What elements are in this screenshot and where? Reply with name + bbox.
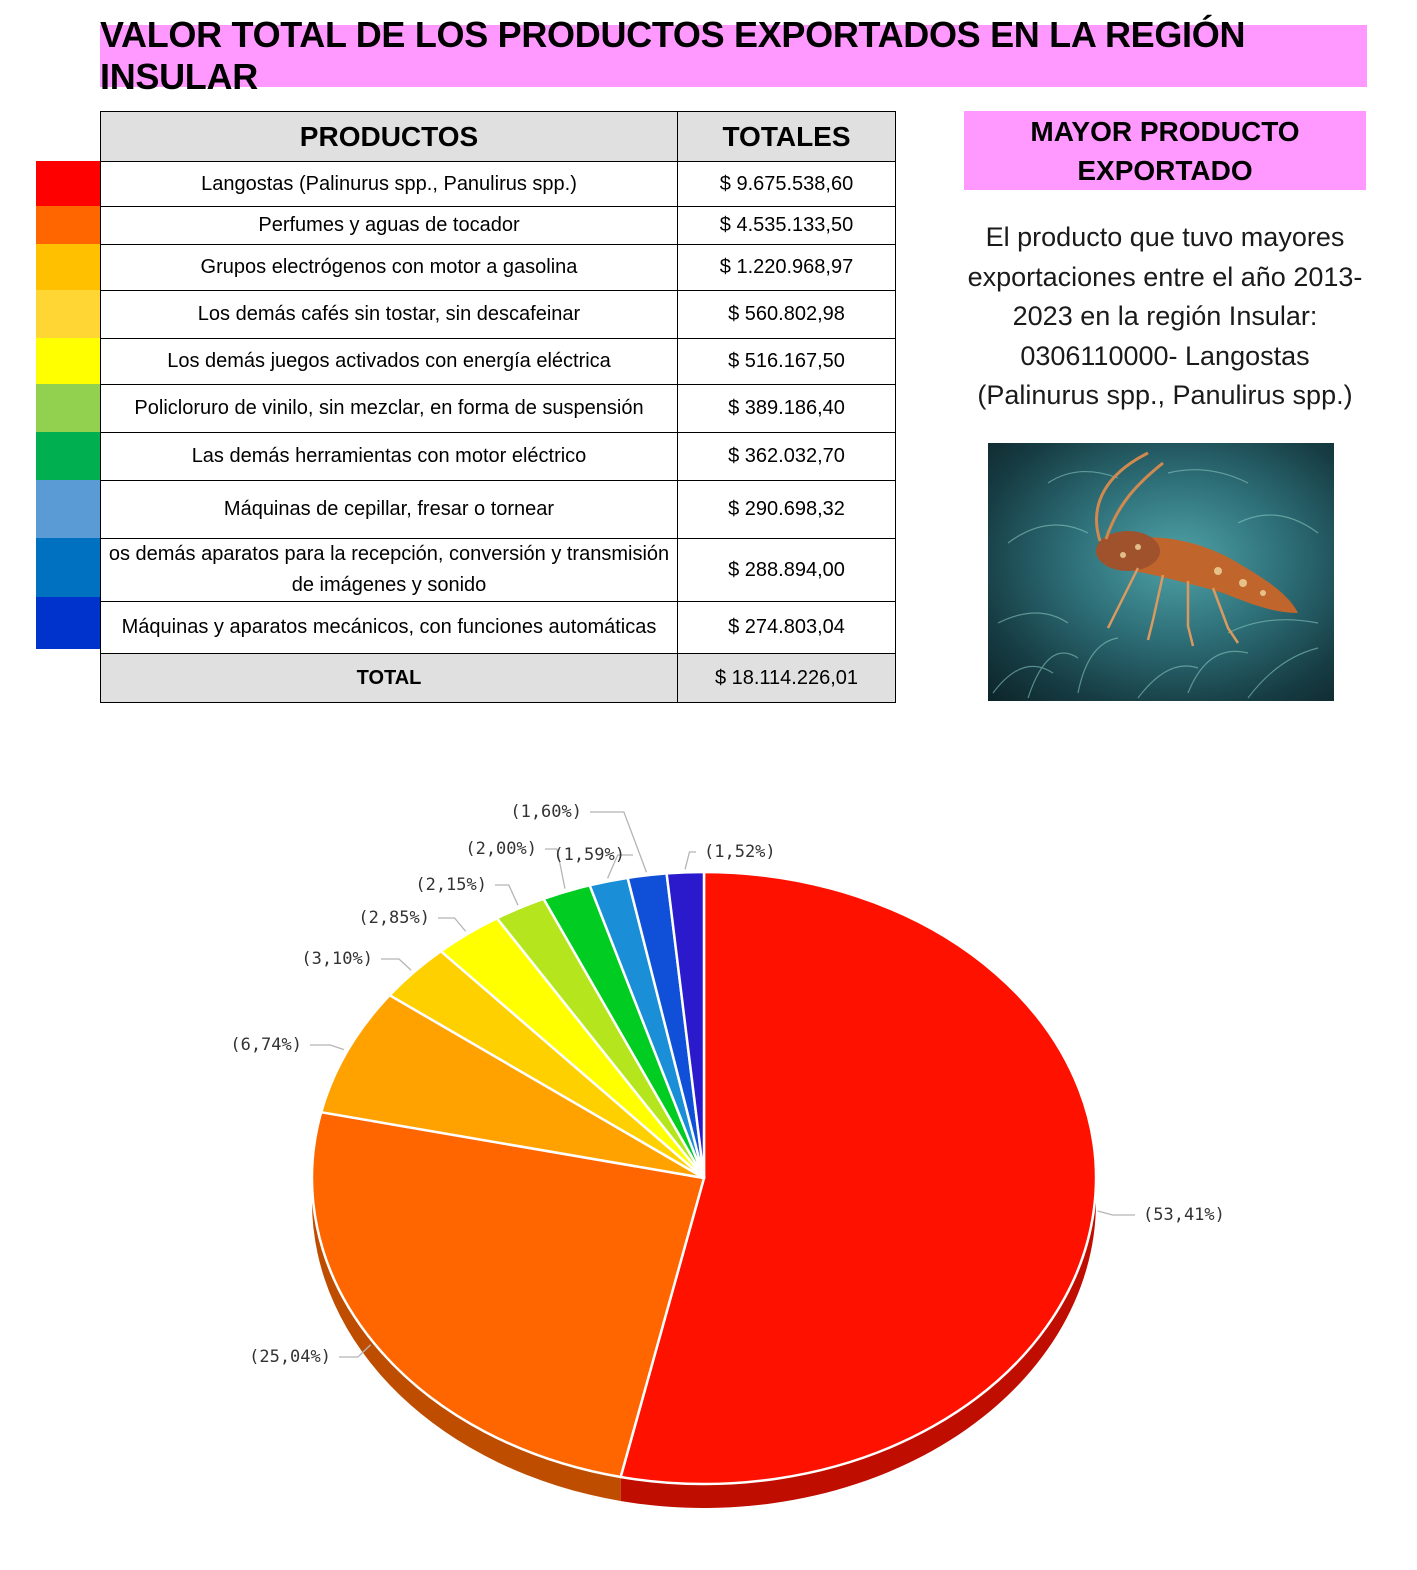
description-line: El producto que tuvo mayores	[985, 222, 1345, 252]
products-table: PRODUCTOS TOTALES Langostas (Palinurus s…	[100, 111, 896, 703]
pie-slice-side	[312, 1178, 621, 1502]
product-name: Langostas	[1177, 340, 1310, 371]
table-row: Langostas (Palinurus spp., Panulirus spp…	[100, 161, 896, 207]
color-swatch	[36, 338, 100, 384]
product-total-cell: $ 274.803,04	[677, 601, 896, 654]
pie-leader-line	[684, 851, 696, 870]
pie-slice	[619, 870, 1098, 1486]
product-name-cell: Perfumes y aguas de tocador	[100, 206, 678, 245]
table-row: Los demás cafés sin tostar, sin descafei…	[100, 290, 896, 339]
description-line: 2023 en la región Insular:	[1012, 301, 1318, 331]
table-row: Los demás juegos activados con energía e…	[100, 338, 896, 385]
product-name-cell: Máquinas y aparatos mecánicos, con funci…	[100, 601, 678, 654]
pie-leader-line	[339, 1344, 372, 1358]
header-totals: TOTALES	[677, 111, 896, 162]
top-product-heading-line1: MAYOR PRODUCTO	[1030, 116, 1300, 147]
pie-leader-line	[438, 917, 467, 932]
pie-leader-line	[495, 884, 519, 906]
table-row: Perfumes y aguas de tocador $ 4.535.133,5…	[100, 206, 896, 245]
color-legend	[36, 161, 100, 649]
pie-slice-label: (2,00%)	[465, 839, 537, 859]
table-row: Máquinas de cepillar, fresar o tornear $ …	[100, 480, 896, 539]
product-name-cell: Las demás herramientas con motor eléctri…	[100, 432, 678, 481]
lobster-photo	[988, 443, 1334, 701]
pie-slice-label: (1,59%)	[553, 845, 625, 865]
color-swatch	[36, 161, 100, 206]
table-row: Grupos electrógenos con motor a gasolina…	[100, 244, 896, 291]
description-line: 0306110000- Langostas	[964, 337, 1366, 377]
product-name-cell: Los demás juegos activados con energía e…	[100, 338, 678, 385]
product-name-cell: os demás aparatos para la recepción, con…	[100, 538, 678, 602]
product-total-cell: $ 362.032,70	[677, 432, 896, 481]
product-total-cell: $ 290.698,32	[677, 480, 896, 539]
pie-leader-line	[545, 848, 566, 889]
product-total-cell: $ 516.167,50	[677, 338, 896, 385]
product-total-cell: $ 1.220.968,97	[677, 244, 896, 291]
description-line: exportaciones entre el año 2013-	[967, 261, 1363, 292]
table-row: Las demás herramientas con motor eléctri…	[100, 432, 896, 481]
pie-slice	[665, 870, 706, 1180]
pie-slice-label: (6,74%)	[230, 1035, 302, 1055]
product-name-cell: Langostas (Palinurus spp., Panulirus spp…	[100, 161, 678, 207]
pie-leader-line	[606, 854, 633, 879]
pie-slice	[319, 993, 706, 1180]
color-swatch	[36, 597, 100, 649]
color-swatch	[36, 290, 100, 338]
pie-slice-label: (2,85%)	[358, 908, 430, 928]
product-name-cell: Los demás cafés sin tostar, sin descafei…	[100, 290, 678, 339]
pie-leader-line	[310, 1044, 345, 1051]
description-line: (Palinurus spp., Panulirus spp.)	[977, 380, 1353, 410]
total-row: TOTAL $ 18.114.226,01	[100, 653, 896, 703]
product-total-cell: $ 389.186,40	[677, 384, 896, 433]
pie-leader-line	[1097, 1210, 1135, 1216]
table-row: Policloruro de vinilo, sin mezclar, en f…	[100, 384, 896, 433]
color-swatch	[36, 244, 100, 290]
pie-slice-label: (1,52%)	[704, 842, 776, 862]
top-product-heading-line2: EXPORTADO	[1077, 155, 1253, 186]
pie-slice-label: (53,41%)	[1143, 1205, 1225, 1225]
table-row: Máquinas y aparatos mecánicos, con funci…	[100, 601, 896, 654]
top-product-description: El producto que tuvo mayores exportacion…	[964, 218, 1366, 416]
top-product-heading: MAYOR PRODUCTO EXPORTADO	[964, 111, 1366, 190]
color-swatch	[36, 432, 100, 480]
color-swatch	[36, 538, 100, 597]
pie-chart: (53,41%) (25,04%) (6,74%) (3,10%) (2,85%) (2,…	[230, 802, 1225, 1508]
pie-slice-label: (3,10%)	[301, 949, 373, 969]
pie-slice-label: (2,15%)	[415, 875, 487, 895]
color-swatch	[36, 206, 100, 244]
product-total-cell: $ 560.802,98	[677, 290, 896, 339]
color-swatch	[36, 384, 100, 432]
product-total-cell: $ 9.675.538,60	[677, 161, 896, 207]
pie-slice-label: (25,04%)	[249, 1347, 331, 1367]
pie-slice	[310, 1110, 706, 1479]
product-total-cell: $ 288.894,00	[677, 538, 896, 602]
product-name-cell: Máquinas de cepillar, fresar o tornear	[100, 480, 678, 539]
product-name-cell: Grupos electrógenos con motor a gasolina	[100, 244, 678, 291]
pie-leader-line	[590, 811, 648, 873]
pie-leader-line	[381, 958, 412, 971]
product-name-cell: Policloruro de vinilo, sin mezclar, en f…	[100, 384, 678, 433]
product-total-cell: $ 4.535.133,50	[677, 206, 896, 245]
total-value: $ 18.114.226,01	[677, 653, 896, 703]
header-products: PRODUCTOS	[100, 111, 678, 162]
total-label: TOTAL	[100, 653, 678, 703]
page-title: VALOR TOTAL DE LOS PRODUCTOS EXPORTADOS …	[100, 14, 1367, 97]
pie-slice-label: (1,60%)	[510, 802, 582, 822]
product-code: 0306110000-	[1020, 340, 1178, 371]
color-swatch	[36, 480, 100, 538]
table-row: os demás aparatos para la recepción, con…	[100, 538, 896, 602]
